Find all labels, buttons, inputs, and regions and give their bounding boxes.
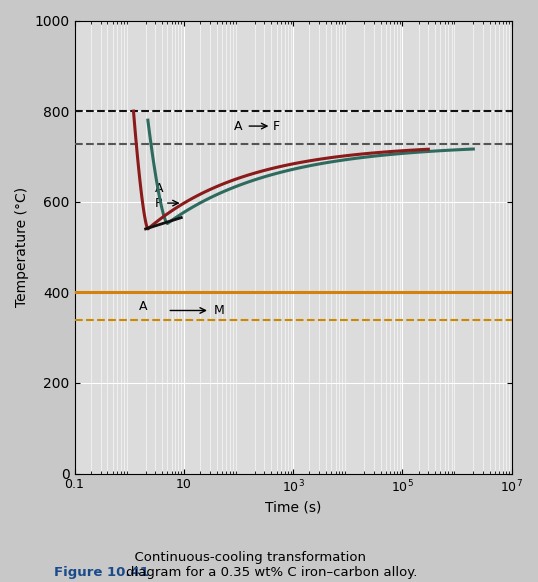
Text: M: M (214, 304, 224, 317)
Text: A: A (154, 182, 163, 194)
Text: Continuous-cooling transformation
diagram for a 0.35 wt% C iron–carbon alloy.: Continuous-cooling transformation diagra… (126, 551, 418, 579)
Text: A: A (139, 300, 147, 313)
Text: Figure 10.41: Figure 10.41 (54, 566, 148, 579)
Text: F: F (273, 119, 280, 133)
Text: A: A (234, 119, 243, 133)
Text: P: P (155, 197, 162, 210)
Y-axis label: Temperature (°C): Temperature (°C) (15, 187, 29, 307)
X-axis label: Time (s): Time (s) (265, 501, 321, 514)
